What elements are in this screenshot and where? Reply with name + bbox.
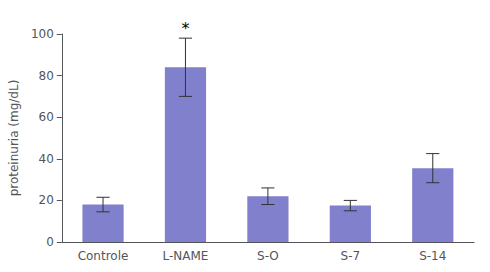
svg-text:0: 0 <box>46 235 54 249</box>
svg-text:20: 20 <box>39 193 54 207</box>
svg-text:60: 60 <box>39 110 54 124</box>
svg-text:S-14: S-14 <box>419 249 446 263</box>
svg-text:L-NAME: L-NAME <box>162 249 208 263</box>
svg-text:40: 40 <box>39 152 54 166</box>
svg-text:100: 100 <box>31 27 54 41</box>
svg-text:S-O: S-O <box>257 249 279 263</box>
svg-text:*: * <box>181 19 189 38</box>
svg-text:proteinuria (mg/dL): proteinuria (mg/dL) <box>7 80 21 197</box>
svg-text:80: 80 <box>39 69 54 83</box>
svg-text:S-7: S-7 <box>341 249 361 263</box>
svg-text:Controle: Controle <box>78 249 129 263</box>
